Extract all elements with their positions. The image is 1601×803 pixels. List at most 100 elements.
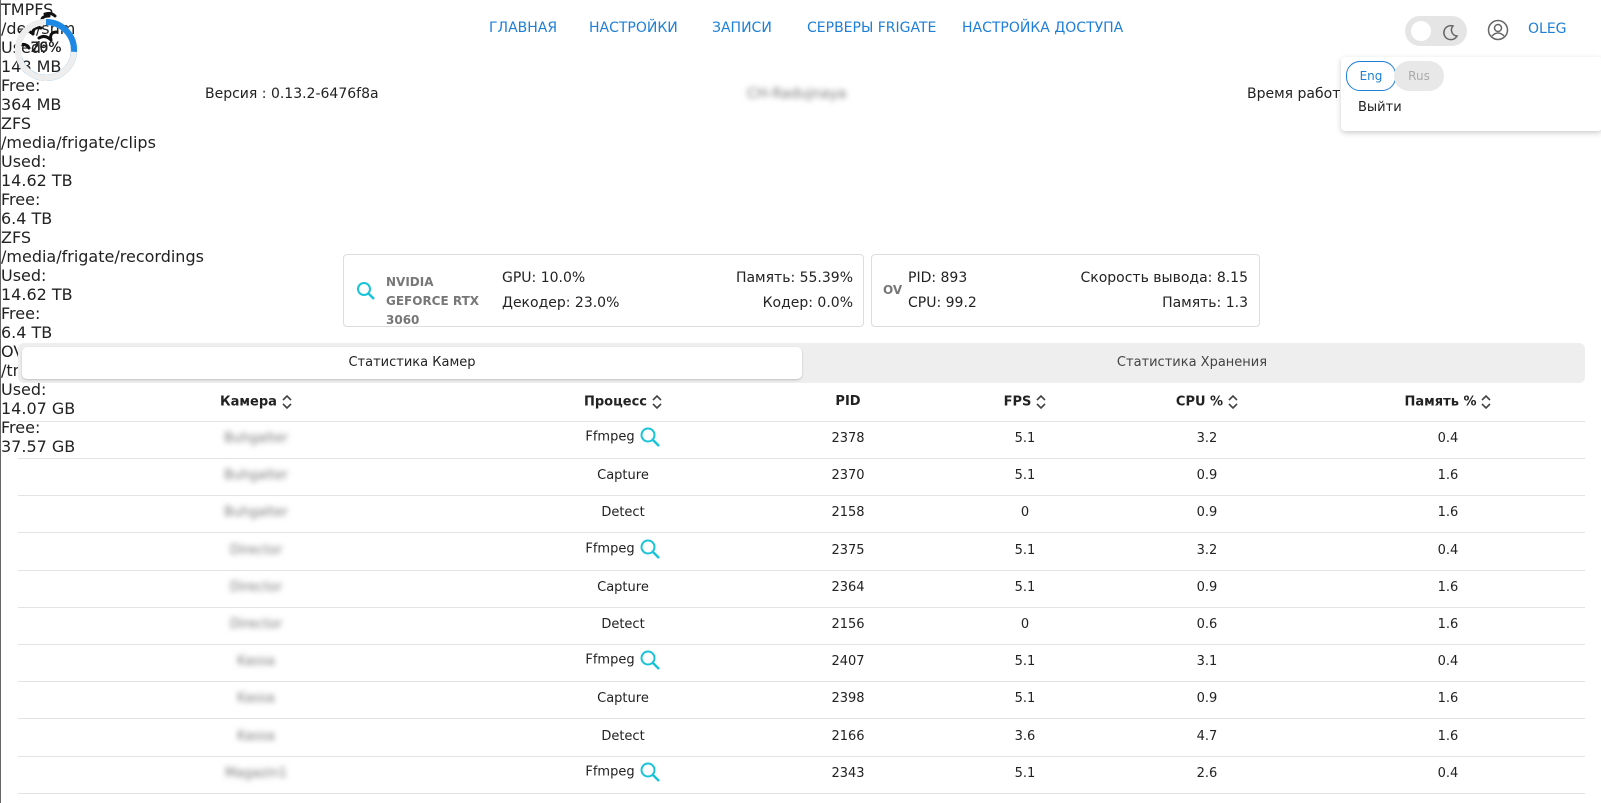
cell-text: Capture (597, 691, 649, 707)
table-cell: Buhgalter (106, 431, 406, 446)
table-cell: Kassa (106, 691, 406, 706)
cell-text: 1.6 (1437, 468, 1459, 484)
table-row: Magazin1 Ffmpeg 2343 5.1 2.6 0.4 (18, 756, 1585, 794)
lang-button[interactable]: Rus (1394, 61, 1444, 91)
table-cell: Director (106, 617, 406, 632)
gpu-name: NVIDIA GEFORCE RTX 3060 (386, 275, 480, 327)
used-value: 14.62 TB (1, 285, 73, 304)
table-cell: 0.9 (1057, 580, 1357, 595)
table-cell: Ffmpeg (473, 761, 773, 783)
cell-text: 3.1 (1196, 654, 1218, 670)
nav-link[interactable]: ЗАПИСИ (712, 20, 772, 36)
cell-text: 3.2 (1196, 542, 1218, 558)
detector-memory: Память: 1.3 (1162, 295, 1248, 311)
cell-text: 1.6 (1437, 728, 1459, 744)
cell-text: 0 (1020, 505, 1030, 521)
cell-text: 5.1 (1014, 468, 1036, 484)
table-cell: Detect (473, 617, 773, 632)
cell-text: Ffmpeg (585, 652, 635, 668)
cell-text: 5.1 (1014, 579, 1036, 595)
used-label: Used: (1, 38, 47, 57)
nav-link[interactable]: НАСТРОЙКА ДОСТУПА (962, 20, 1124, 36)
usage-percent: 26% (30, 40, 62, 56)
table-row: Director Ffmpeg 2375 5.1 3.2 0.4 (18, 533, 1585, 571)
cell-text: Director (229, 542, 283, 558)
gpu-card: NVIDIA GEFORCE RTX 3060 GPU: 10.0% Памят… (343, 254, 864, 327)
cell-text: 2378 (831, 431, 865, 446)
table-cell: 0.4 (1298, 543, 1598, 558)
logout[interactable]: Выйти (1358, 100, 1402, 115)
table-cell: Director (106, 543, 406, 558)
table-cell: 0 (875, 505, 1175, 520)
probe-icon[interactable] (639, 649, 661, 671)
table-cell: 0 (875, 617, 1175, 632)
table-cell: 3.2 (1057, 543, 1357, 558)
cell-text: 5.1 (1014, 691, 1036, 707)
theme-toggle[interactable] (1405, 16, 1467, 46)
table-cell: 0.4 (1298, 766, 1598, 781)
cell-text: Buhgalter (224, 431, 288, 446)
table-cell: 1.6 (1298, 505, 1598, 520)
usage-percent: 70% (30, 40, 62, 56)
free-label: Free: (1, 190, 41, 209)
tab[interactable]: Статистика Хранения (1116, 355, 1268, 370)
cell-text: 5.1 (1014, 765, 1036, 781)
probe-icon[interactable] (639, 426, 661, 448)
detector-name: OV (883, 283, 903, 297)
cell-text: 4.7 (1196, 728, 1218, 744)
column-header[interactable]: CPU % (1057, 394, 1357, 410)
table-cell: 1.6 (1298, 580, 1598, 595)
probe-icon[interactable] (639, 761, 661, 783)
cell-text: Buhgalter (224, 505, 288, 521)
detector-cpu: CPU: 99.2 (908, 295, 977, 311)
cell-text: Kassa (237, 691, 275, 707)
uptime: Время работ (1247, 86, 1341, 102)
table-cell: 5.1 (875, 543, 1175, 558)
nav-link[interactable]: НАСТРОЙКИ (589, 20, 678, 36)
cell-text: 0.4 (1437, 654, 1459, 670)
table-cell: 2407 (698, 654, 998, 669)
version: Версия : 0.13.2-6476f8a (205, 86, 379, 102)
cell-text: 2375 (831, 542, 865, 558)
free-value: 37.57 GB (1, 437, 76, 456)
nav-link[interactable]: СЕРВЕРЫ FRIGATE (807, 20, 937, 36)
user-name[interactable]: OLEG (1528, 21, 1567, 37)
table-cell: 2364 (698, 580, 998, 595)
storage-type: TMPFS (1, 0, 54, 19)
table-cell: 2158 (698, 505, 998, 520)
probe-icon[interactable] (639, 538, 661, 560)
cell-text: 5.1 (1014, 542, 1036, 558)
table-cell: 3.1 (1057, 654, 1357, 669)
cell-text: 3.6 (1014, 728, 1036, 744)
table-row: Director Detect 2156 0 0.6 1.6 (18, 607, 1585, 645)
storage-card: ZFS/media/frigate/clips 70% Used: 14.62 TB F… (1, 19, 390, 228)
column-title: PID (835, 394, 861, 409)
nav-link[interactable]: ГЛАВНАЯ (489, 20, 558, 36)
column-title: Процесс (584, 394, 647, 410)
lang-button[interactable]: Eng (1346, 61, 1396, 91)
table-cell: 2398 (698, 691, 998, 706)
cell-text: 2.6 (1196, 765, 1218, 781)
cell-text: 5.1 (1014, 431, 1036, 446)
tab[interactable]: Статистика Камер (22, 347, 802, 379)
gpu-memory: Память: 55.39% (735, 270, 853, 286)
detector-card: OV PID: 893 Скорость вывода: 8.15 CPU: 9… (871, 254, 1260, 327)
table-cell: Director (106, 580, 406, 595)
cell-text: 0.9 (1196, 468, 1218, 484)
storage-path: /media/frigate/clips (1, 133, 156, 152)
column-header[interactable]: Камера (106, 394, 406, 410)
cell-text: Ffmpeg (585, 764, 635, 780)
table-cell: Detect (473, 505, 773, 520)
user-icon[interactable] (1487, 19, 1509, 41)
column-header[interactable]: FPS (875, 394, 1175, 410)
cell-text: 2343 (831, 765, 865, 781)
table-row: Director Capture 2364 5.1 0.9 1.6 (18, 570, 1585, 608)
cell-text: 2156 (831, 617, 865, 632)
column-header[interactable]: Процесс (473, 394, 773, 410)
column-header[interactable]: Память % (1298, 394, 1598, 410)
table-cell: 0.4 (1298, 654, 1598, 669)
cell-text: 0.4 (1437, 431, 1459, 446)
detector-speed: Скорость вывода: 8.15 (1080, 270, 1248, 286)
cell-text: 5.1 (1014, 654, 1036, 670)
table-cell: 4.7 (1057, 729, 1357, 744)
